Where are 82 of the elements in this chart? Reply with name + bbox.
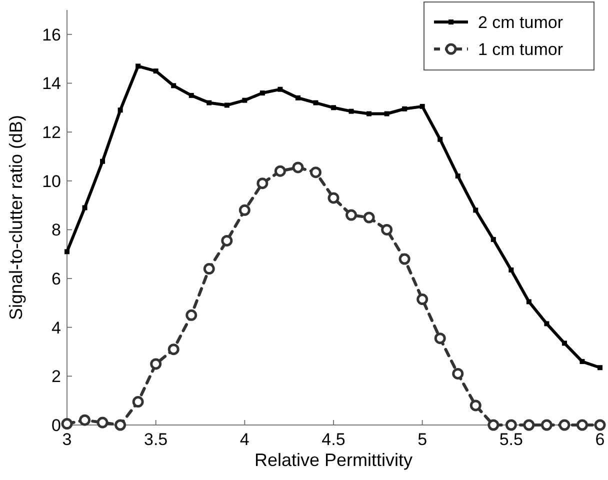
point bbox=[381, 224, 393, 236]
legend-label: 1 cm tumor bbox=[478, 40, 564, 59]
point bbox=[132, 396, 144, 408]
point bbox=[136, 64, 141, 69]
y-tick-label: 4 bbox=[52, 318, 61, 338]
point bbox=[540, 419, 552, 431]
point bbox=[224, 102, 230, 108]
point bbox=[82, 205, 88, 210]
point bbox=[186, 309, 198, 321]
point bbox=[398, 253, 410, 265]
y-tick-label: 14 bbox=[42, 74, 61, 94]
y-tick-label: 10 bbox=[42, 172, 61, 191]
point bbox=[221, 234, 233, 246]
point bbox=[274, 165, 286, 177]
point bbox=[153, 68, 158, 74]
point bbox=[260, 90, 265, 96]
y-tick-label: 8 bbox=[52, 220, 61, 240]
point bbox=[594, 419, 606, 431]
point bbox=[328, 192, 340, 204]
point bbox=[278, 86, 283, 92]
point bbox=[452, 368, 464, 380]
point bbox=[488, 419, 500, 431]
point bbox=[598, 365, 602, 370]
point bbox=[562, 340, 567, 346]
point bbox=[523, 419, 535, 431]
point bbox=[118, 108, 123, 113]
y-tick-label: 0 bbox=[52, 416, 61, 435]
point bbox=[242, 98, 248, 103]
x-tick-label: 5.5 bbox=[499, 430, 523, 449]
point bbox=[310, 166, 322, 178]
point bbox=[544, 321, 550, 326]
point bbox=[171, 83, 176, 88]
point bbox=[168, 344, 180, 356]
point bbox=[256, 178, 268, 190]
point bbox=[455, 174, 460, 178]
x-tick-label: 6 bbox=[595, 430, 605, 449]
point bbox=[313, 100, 318, 106]
point bbox=[348, 108, 354, 114]
x-tick-label: 5 bbox=[418, 430, 428, 449]
point bbox=[238, 204, 250, 216]
point bbox=[114, 419, 126, 431]
point bbox=[61, 418, 73, 430]
point bbox=[473, 208, 478, 213]
point bbox=[576, 419, 588, 431]
x-axis-title: Relative Permittivity bbox=[254, 450, 413, 470]
point bbox=[420, 104, 425, 109]
point bbox=[490, 236, 496, 242]
point bbox=[292, 162, 304, 174]
y-tick-label: 12 bbox=[42, 123, 61, 142]
y-tick-label: 2 bbox=[52, 367, 61, 386]
point bbox=[203, 263, 215, 275]
point bbox=[508, 267, 514, 272]
point bbox=[366, 111, 372, 116]
point bbox=[79, 414, 91, 426]
point bbox=[526, 299, 532, 304]
legend-label: 2 cm tumor bbox=[478, 13, 564, 32]
point bbox=[331, 105, 336, 110]
point bbox=[363, 212, 375, 224]
x-tick-label: 3.5 bbox=[144, 430, 168, 449]
point bbox=[434, 332, 446, 344]
point bbox=[438, 136, 443, 142]
y-tick-label: 6 bbox=[52, 270, 61, 289]
point bbox=[558, 419, 570, 431]
point bbox=[402, 106, 408, 112]
point bbox=[346, 209, 358, 221]
point bbox=[100, 158, 106, 164]
point bbox=[505, 419, 517, 431]
point bbox=[580, 359, 585, 364]
point bbox=[416, 294, 428, 306]
point bbox=[150, 358, 162, 370]
y-axis-title: Signal-to-clutter ratio (dB) bbox=[6, 114, 26, 320]
x-tick-label: 3 bbox=[62, 430, 72, 449]
x-tick-label: 4.5 bbox=[322, 430, 346, 449]
point bbox=[188, 92, 194, 98]
point bbox=[206, 100, 212, 106]
x-tick-label: 4 bbox=[240, 430, 250, 449]
point bbox=[384, 111, 390, 116]
point bbox=[96, 416, 108, 428]
point bbox=[470, 400, 482, 412]
y-tick-label: 16 bbox=[42, 25, 61, 44]
point bbox=[295, 95, 300, 100]
point bbox=[64, 249, 70, 254]
